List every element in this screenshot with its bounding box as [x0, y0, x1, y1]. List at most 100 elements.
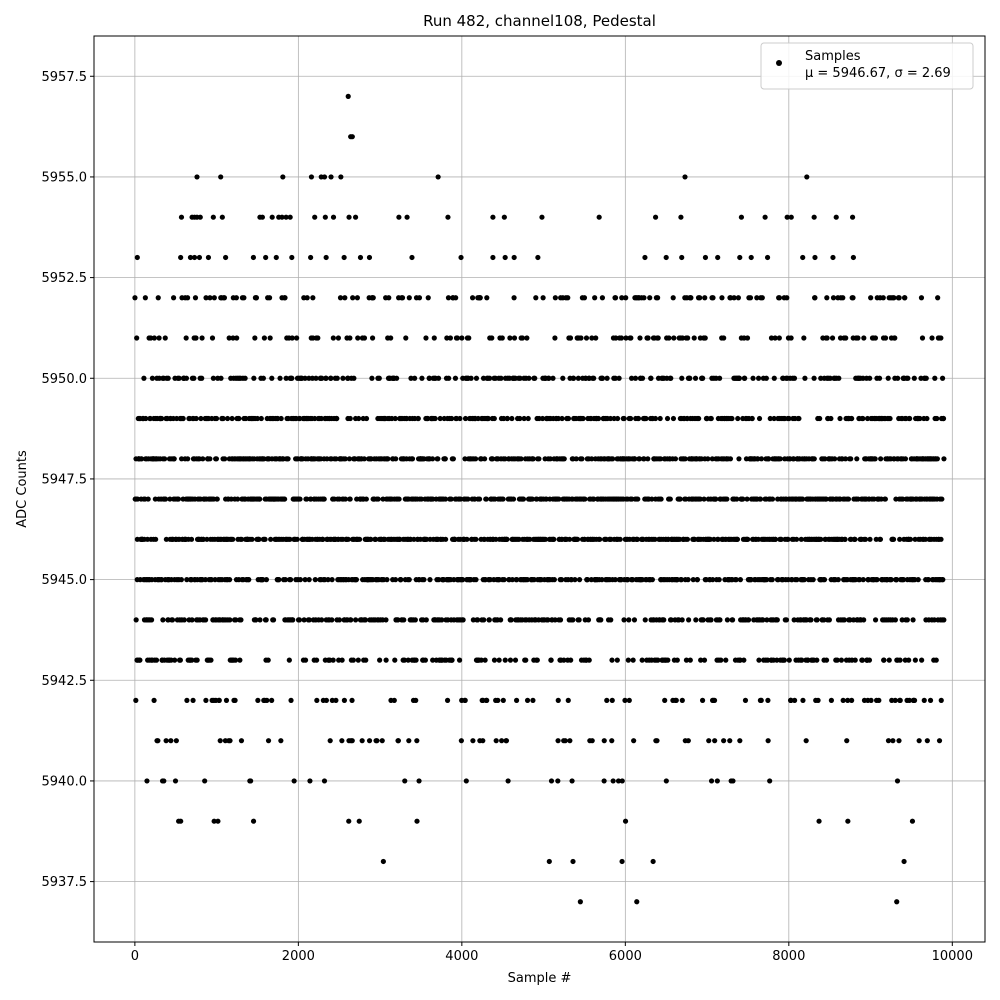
sample-point: [832, 456, 838, 462]
sample-point: [902, 295, 908, 301]
sample-point: [830, 295, 837, 301]
sample-point: [341, 254, 347, 261]
sample-point: [329, 577, 335, 583]
sample-point: [552, 335, 558, 341]
sample-point: [323, 375, 329, 381]
sample-point: [409, 254, 415, 261]
sample-point: [892, 617, 898, 623]
sample-point: [754, 295, 760, 301]
sample-point: [788, 214, 794, 220]
sample-point: [203, 617, 209, 623]
sample-point: [482, 657, 488, 663]
sample-point: [642, 617, 648, 623]
sample-point: [821, 617, 827, 623]
sample-point: [308, 254, 314, 261]
sample-point: [476, 496, 483, 502]
sample-point: [370, 295, 376, 301]
sample-point: [508, 617, 514, 623]
sample-point: [289, 335, 295, 341]
sample-point: [315, 335, 321, 341]
sample-point: [208, 657, 214, 663]
sample-point: [320, 536, 326, 542]
sample-point: [636, 456, 643, 462]
sample-point: [189, 617, 195, 623]
sample-point: [430, 657, 436, 663]
sample-point: [665, 657, 671, 663]
sample-point: [540, 295, 546, 301]
sample-point: [491, 657, 498, 663]
sample-point: [392, 657, 398, 663]
sample-point: [661, 617, 667, 623]
sample-point: [845, 697, 851, 704]
sample-point: [226, 577, 233, 583]
sample-point: [892, 335, 898, 341]
sample-point: [426, 375, 433, 381]
sample-point: [909, 818, 916, 824]
sample-point: [589, 335, 595, 341]
sample-point: [700, 617, 706, 623]
sample-point: [932, 375, 938, 381]
sample-point: [924, 415, 930, 422]
sample-point: [148, 617, 155, 623]
sample-point: [260, 577, 266, 583]
sample-point: [718, 657, 724, 663]
sample-point: [155, 295, 161, 301]
sample-point: [859, 657, 866, 663]
sample-point: [519, 335, 526, 341]
sample-point: [383, 617, 389, 623]
sample-point: [347, 415, 353, 422]
sample-point: [693, 617, 699, 623]
sample-point: [445, 214, 451, 220]
sample-point: [369, 335, 376, 341]
sample-point: [882, 496, 888, 502]
sample-point: [352, 214, 359, 220]
sample-point: [388, 335, 394, 341]
sample-point: [756, 657, 762, 663]
sample-point: [449, 657, 455, 663]
sample-point: [491, 415, 497, 422]
sample-point: [250, 818, 257, 824]
sample-point: [561, 657, 567, 663]
sample-point: [251, 375, 257, 381]
sample-point: [280, 174, 286, 180]
sample-point: [386, 295, 392, 301]
sample-point: [335, 335, 341, 341]
sample-point: [520, 496, 527, 502]
sample-point: [527, 536, 533, 542]
sample-point: [356, 536, 363, 542]
sample-point: [741, 657, 747, 663]
sample-point: [475, 617, 481, 623]
sample-point: [342, 496, 348, 502]
sample-point: [811, 214, 817, 220]
sample-point: [517, 375, 523, 381]
sample-point: [710, 295, 716, 301]
sample-point: [817, 415, 823, 422]
sample-point: [706, 738, 712, 744]
sample-point: [876, 697, 882, 704]
sample-point: [784, 214, 790, 220]
sample-point: [415, 415, 421, 422]
sample-point: [223, 697, 230, 704]
sample-point: [302, 657, 309, 663]
sample-point: [658, 496, 664, 502]
sample-point: [219, 214, 225, 220]
sample-point: [816, 818, 822, 824]
sample-point: [593, 335, 599, 341]
data-points: [132, 93, 947, 905]
sample-point: [502, 254, 508, 261]
sample-point: [287, 214, 293, 220]
sample-point: [459, 335, 465, 341]
sample-point: [670, 415, 677, 422]
sample-point: [708, 415, 714, 422]
sample-point: [277, 375, 283, 381]
sample-point: [202, 577, 209, 583]
sample-point: [828, 697, 835, 704]
sample-point: [622, 697, 628, 704]
sample-point: [539, 415, 546, 422]
sample-point: [578, 335, 584, 341]
sample-point: [191, 375, 197, 381]
sample-point: [671, 335, 677, 341]
sample-point: [169, 617, 176, 623]
sample-point: [842, 536, 848, 542]
sample-point: [697, 295, 703, 301]
